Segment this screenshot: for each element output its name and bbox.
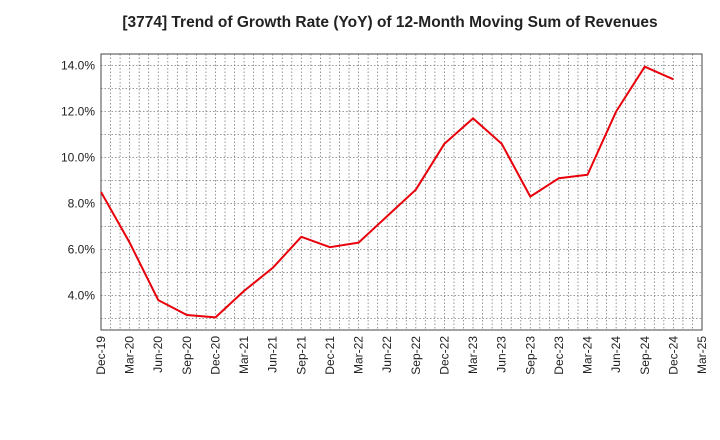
grid-layer (101, 54, 702, 330)
x-tick-label: Sep-24 (638, 336, 652, 375)
x-tick-label: Sep-21 (294, 336, 308, 375)
x-tick-label: Mar-23 (466, 336, 480, 374)
series-line (100, 65, 674, 319)
x-tick-label: Jun-21 (266, 336, 280, 373)
y-tick-label: 12.0% (61, 105, 95, 119)
x-tick-label: Dec-23 (552, 336, 566, 375)
y-tick-label: 6.0% (68, 243, 96, 257)
y-tick-label: 4.0% (68, 289, 96, 303)
series-layer (100, 65, 674, 319)
x-tick-label: Mar-25 (695, 336, 709, 374)
x-tick-label: Sep-20 (180, 336, 194, 375)
x-tick-label: Jun-23 (495, 336, 509, 373)
x-tick-label: Dec-21 (323, 336, 337, 375)
x-tick-label: Dec-20 (208, 336, 222, 375)
x-tick-label: Mar-21 (237, 336, 251, 374)
x-axis-ticks: Dec-19 Mar-20 Jun-20 Sep-20 Dec-20 Mar-21 Jun-… (94, 336, 709, 375)
y-tick-label: 10.0% (61, 151, 95, 165)
chart-title: [3774] Trend of Growth Rate (YoY) of 12-… (122, 14, 658, 31)
x-tick-label: Sep-23 (523, 336, 537, 375)
x-tick-label: Jun-24 (609, 336, 623, 373)
x-tick-label: Sep-22 (409, 336, 423, 375)
x-tick-label: Mar-22 (352, 336, 366, 374)
x-tick-label: Dec-19 (94, 336, 108, 375)
x-tick-label: Mar-24 (581, 336, 595, 374)
y-tick-label: 8.0% (68, 197, 96, 211)
x-tick-label: Jun-20 (151, 336, 165, 373)
x-tick-label: Dec-22 (437, 336, 451, 375)
y-axis-ticks: 4.0% 6.0% 8.0% 10.0% 12.0% 14.0% (61, 59, 95, 303)
x-tick-label: Jun-22 (380, 336, 394, 373)
y-tick-label: 14.0% (61, 59, 95, 73)
plot-frame (100, 53, 703, 331)
x-tick-label: Mar-20 (123, 336, 137, 374)
x-tick-label: Dec-24 (666, 336, 680, 375)
